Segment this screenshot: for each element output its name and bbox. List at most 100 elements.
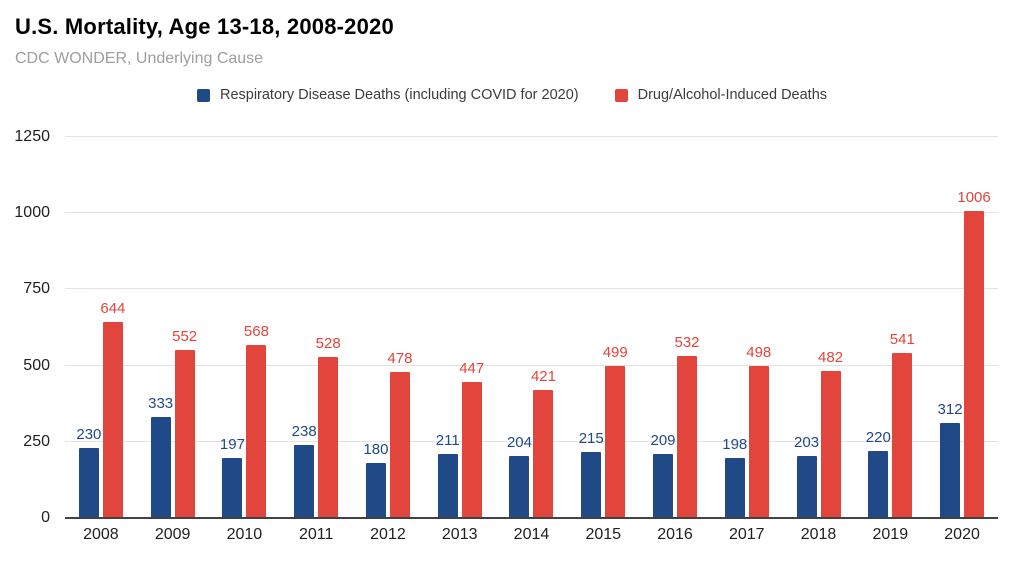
gridline-1250 <box>65 136 998 137</box>
x-tick-2016: 2016 <box>657 526 693 543</box>
bar-groups: 230 644 333 552 197 568 238 528 180 478 211 447 204 4… <box>65 137 998 518</box>
drug-alcohol-value-label-2016: 532 <box>674 333 700 351</box>
y-tick-0: 0 <box>41 509 50 526</box>
drug-alcohol-bar-2016: 532 <box>674 334 700 518</box>
respiratory-bar-2011: 238 <box>292 424 317 518</box>
bar-group-2013: 211 447 <box>424 137 496 518</box>
drug-alcohol-bar-2010: 568 <box>244 323 269 518</box>
x-tick-2017: 2017 <box>728 526 765 543</box>
respiratory-value-label-2010: 197 <box>219 435 245 453</box>
respiratory-bar-2008: 230 <box>76 426 101 518</box>
drug-alcohol-bar-2008: 644 <box>100 300 125 518</box>
respiratory-value-label-2009: 333 <box>148 394 174 412</box>
respiratory-legend-swatch-icon <box>196 88 210 102</box>
bar-group-2020: 312 1006 <box>926 137 998 518</box>
x-tick-2014: 2014 <box>513 526 550 543</box>
respiratory-value-label-2013: 211 <box>435 431 460 449</box>
y-tick-1250: 1250 <box>14 128 50 145</box>
bar-group-2017: 198 498 <box>711 137 783 518</box>
drug-alcohol-bar-2014: 421 <box>531 368 556 518</box>
bar-group-2012: 180 478 <box>352 137 424 518</box>
x-tick-2010: 2010 <box>226 526 263 543</box>
x-tick-2015: 2015 <box>585 526 622 543</box>
x-tick-2009: 2009 <box>154 526 191 543</box>
drug-alcohol-value-label-2018: 482 <box>818 349 844 367</box>
respiratory-bar-2017: 198 <box>722 436 747 518</box>
drug-alcohol-value-label-2009: 552 <box>172 327 198 345</box>
y-tick-500: 500 <box>23 356 50 374</box>
drug-alcohol-bar-2011: 528 <box>316 336 341 518</box>
y-tick-250: 250 <box>23 432 50 450</box>
x-tick-2018: 2018 <box>800 526 837 543</box>
x-tick-2020: 2020 <box>944 526 980 543</box>
legend-item-drug-alcohol: Drug/Alcohol-Induced Deaths <box>614 87 828 103</box>
respiratory-value-label-2018: 203 <box>794 434 820 452</box>
bar-group-2009: 333 552 <box>137 137 209 518</box>
x-axis-line <box>65 517 998 519</box>
bar-group-2011: 238 528 <box>280 137 352 518</box>
drug-alcohol-bar-2017: 498 <box>746 345 771 518</box>
drug-alcohol-value-label-2008: 644 <box>100 299 126 317</box>
respiratory-bar-2010: 197 <box>220 436 245 518</box>
gridline-500 <box>65 364 998 366</box>
drug-alcohol-bar-2020: 1006 <box>957 190 991 518</box>
gridline-250 <box>65 440 998 442</box>
x-tick-2013: 2013 <box>441 526 478 543</box>
bar-group-2016: 209 532 <box>639 137 711 518</box>
y-tick-750: 750 <box>23 280 50 298</box>
drug-alcohol-bar-2012: 478 <box>387 351 412 518</box>
chart-subtitle: CDC WONDER, Underlying Cause <box>15 50 264 67</box>
respiratory-value-label-2017: 198 <box>722 435 748 453</box>
drug-alcohol-legend-swatch-icon <box>614 88 628 102</box>
respiratory-bar-2014: 204 <box>507 434 532 518</box>
drug-alcohol-value-label-2017: 498 <box>746 344 772 362</box>
respiratory-value-label-2008: 230 <box>76 425 102 443</box>
respiratory-value-label-2011: 238 <box>291 423 317 441</box>
drug-alcohol-value-label-2010: 568 <box>243 322 269 340</box>
respiratory-value-label-2019: 220 <box>865 428 891 446</box>
bar-group-2015: 215 499 <box>567 137 639 518</box>
drug-alcohol-bar-2015: 499 <box>603 344 628 518</box>
drug-alcohol-value-label-2015: 499 <box>602 343 628 361</box>
legend-item-respiratory: Respiratory Disease Deaths (including CO… <box>196 87 579 103</box>
x-tick-2019: 2019 <box>872 526 909 543</box>
respiratory-value-label-2014: 204 <box>506 433 532 451</box>
respiratory-bar-2016: 209 <box>650 433 676 518</box>
drug-alcohol-value-label-2011: 528 <box>315 335 341 353</box>
plot-area: 230 644 333 552 197 568 238 528 180 478 211 447 204 4… <box>65 136 998 519</box>
bar-group-2008: 230 644 <box>65 137 137 518</box>
legend: Respiratory Disease Deaths (including CO… <box>0 87 1024 103</box>
respiratory-bar-2020: 312 <box>938 401 963 518</box>
x-axis-labels: 2008 2009 2010 2011 2012 2013 2014 2015 2016 2017… <box>65 526 998 544</box>
respiratory-bar-2013: 211 <box>436 432 460 518</box>
x-tick-2011: 2011 <box>298 526 334 543</box>
respiratory-value-label-2015: 215 <box>578 430 604 448</box>
drug-alcohol-value-label-2019: 541 <box>889 331 915 349</box>
bar-group-2014: 204 421 <box>496 137 568 518</box>
respiratory-value-label-2016: 209 <box>650 432 676 450</box>
gridline-750 <box>65 288 998 290</box>
drug-alcohol-value-label-2014: 421 <box>530 367 556 385</box>
legend-label-drug-alcohol: Drug/Alcohol-Induced Deaths <box>637 87 828 103</box>
x-tick-2012: 2012 <box>370 526 406 543</box>
drug-alcohol-bar-2009: 552 <box>172 328 197 518</box>
respiratory-bar-2015: 215 <box>579 431 604 518</box>
chart-title: U.S. Mortality, Age 13-18, 2008-2020 <box>15 14 394 39</box>
x-tick-2008: 2008 <box>83 526 119 543</box>
bar-group-2010: 197 568 <box>209 137 281 518</box>
legend-label-respiratory: Respiratory Disease Deaths (including CO… <box>219 87 579 103</box>
respiratory-bar-2019: 220 <box>866 429 891 518</box>
drug-alcohol-value-label-2012: 478 <box>387 350 413 368</box>
drug-alcohol-value-label-2020: 1006 <box>957 189 991 207</box>
gridline-1000 <box>65 212 998 214</box>
respiratory-value-label-2012: 180 <box>363 441 389 459</box>
y-tick-1000: 1000 <box>14 204 50 222</box>
respiratory-value-label-2020: 312 <box>937 400 963 418</box>
respiratory-bar-2012: 180 <box>363 442 388 518</box>
respiratory-bar-2018: 203 <box>794 435 819 518</box>
bar-group-2018: 203 482 <box>783 137 855 518</box>
drug-alcohol-value-label-2013: 447 <box>459 359 485 377</box>
bar-group-2019: 220 541 <box>854 137 926 518</box>
drug-alcohol-bar-2018: 482 <box>818 350 843 518</box>
